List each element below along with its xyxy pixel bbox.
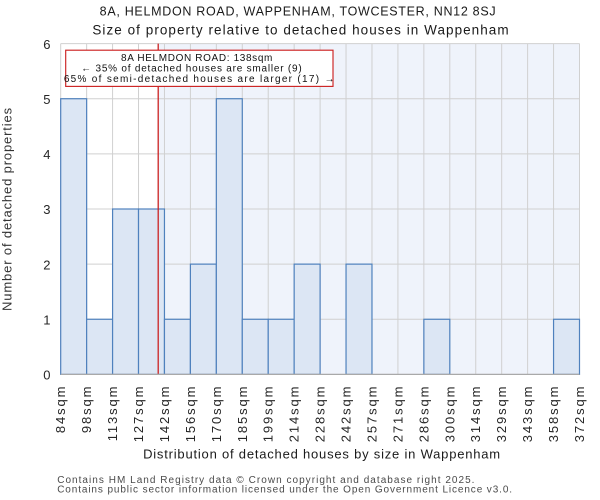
svg-text:0: 0 bbox=[43, 368, 50, 383]
svg-text:286sqm: 286sqm bbox=[416, 385, 431, 443]
svg-text:Contains public sector informa: Contains public sector information licen… bbox=[57, 484, 513, 495]
svg-text:84sqm: 84sqm bbox=[53, 385, 68, 434]
svg-text:2: 2 bbox=[43, 257, 50, 272]
svg-text:358sqm: 358sqm bbox=[546, 385, 561, 443]
svg-text:242sqm: 242sqm bbox=[339, 385, 354, 443]
svg-text:98sqm: 98sqm bbox=[79, 385, 94, 434]
svg-text:Size of property relative to d: Size of property relative to detached ho… bbox=[92, 23, 509, 38]
svg-text:372sqm: 372sqm bbox=[572, 385, 587, 443]
svg-text:329sqm: 329sqm bbox=[494, 385, 509, 443]
svg-text:170sqm: 170sqm bbox=[209, 385, 224, 443]
svg-text:343sqm: 343sqm bbox=[520, 385, 535, 443]
svg-text:4: 4 bbox=[43, 147, 50, 162]
svg-text:228sqm: 228sqm bbox=[313, 385, 328, 443]
svg-text:1: 1 bbox=[43, 312, 50, 327]
svg-text:257sqm: 257sqm bbox=[364, 385, 379, 443]
svg-text:156sqm: 156sqm bbox=[183, 385, 198, 443]
svg-text:127sqm: 127sqm bbox=[131, 385, 146, 443]
svg-text:5: 5 bbox=[43, 92, 50, 107]
svg-text:3: 3 bbox=[43, 202, 50, 217]
svg-text:185sqm: 185sqm bbox=[235, 385, 250, 443]
svg-text:Distribution of detached house: Distribution of detached houses by size … bbox=[143, 447, 501, 462]
svg-text:8A, HELMDON ROAD, WAPPENHAM, T: 8A, HELMDON ROAD, WAPPENHAM, TOWCESTER, … bbox=[100, 4, 497, 18]
svg-text:199sqm: 199sqm bbox=[261, 385, 276, 443]
svg-text:65% of semi-detached houses ar: 65% of semi-detached houses are larger (… bbox=[64, 74, 336, 85]
svg-text:← 35% of detached houses are s: ← 35% of detached houses are smaller (9) bbox=[81, 63, 302, 74]
svg-text:214sqm: 214sqm bbox=[287, 385, 302, 443]
svg-text:Contains HM Land Registry data: Contains HM Land Registry data © Crown c… bbox=[57, 475, 475, 486]
svg-text:6: 6 bbox=[43, 37, 50, 52]
svg-text:314sqm: 314sqm bbox=[468, 385, 483, 443]
svg-text:271sqm: 271sqm bbox=[390, 385, 405, 443]
svg-text:142sqm: 142sqm bbox=[157, 385, 172, 443]
svg-text:113sqm: 113sqm bbox=[105, 385, 120, 442]
svg-text:8A HELMDON ROAD: 138sqm: 8A HELMDON ROAD: 138sqm bbox=[121, 53, 273, 64]
svg-text:300sqm: 300sqm bbox=[442, 385, 457, 443]
svg-text:Number of detached properties: Number of detached properties bbox=[0, 107, 14, 311]
